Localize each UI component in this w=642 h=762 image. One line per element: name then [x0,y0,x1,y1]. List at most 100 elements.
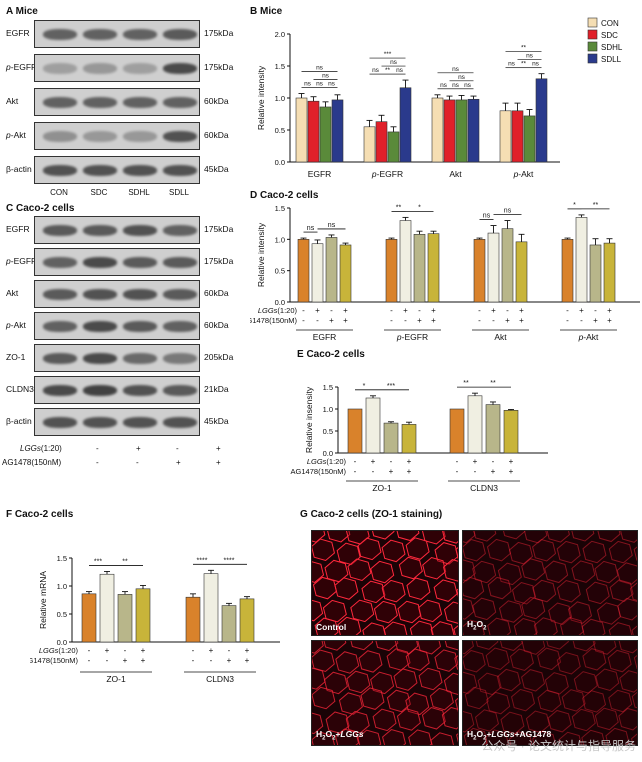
bar [135,588,151,643]
x-category-label: p-Akt [513,169,534,179]
legend-swatch [587,53,598,64]
cell-outline [585,581,610,605]
blot-strip [34,312,200,340]
cell-outline [463,576,485,600]
row1-sign: - [302,306,305,315]
bar [311,243,324,303]
blot-band [123,256,157,268]
row2-sign: - [106,656,109,665]
blot-strip [34,248,200,276]
row2-sign: - [316,316,319,325]
cell-outline [521,669,546,692]
bar [487,232,500,303]
cell-outline [375,641,399,652]
blot-label: p-Akt [6,320,26,330]
blot-mw: 60kDa [204,130,229,140]
blot-band [83,352,117,364]
cell-outline [345,710,370,734]
cell-outline [594,560,619,584]
blot-mw: 21kDa [204,384,229,394]
cell-outline [441,706,458,730]
blot-band [123,288,157,300]
bar [363,126,376,163]
blot-band [43,352,77,364]
cell-outline [486,538,511,562]
cell-outline [475,641,499,650]
micrograph-label: H2O2+LGGs [316,729,364,742]
row1-sign: + [403,306,408,315]
bar [81,593,97,643]
row2-sign: - [354,467,357,476]
cell-outline [595,668,620,692]
row1-sign: + [371,457,376,466]
row1-sign: + [473,457,478,466]
bar [331,99,344,163]
cell-outline [544,672,569,695]
cell-outline [560,616,585,635]
blot-band [43,384,77,396]
cell-outline [544,560,569,584]
bar [467,98,480,163]
row2-sign: - [580,316,583,325]
cell-outline [418,667,443,691]
blot-mw: 175kDa [204,256,234,266]
bar [347,408,363,454]
row2-label: AG1478(150nM) [30,656,78,665]
blot-band [83,224,117,236]
cell-outline [396,708,421,731]
cell-outline [502,531,526,540]
cell-outline [620,531,637,543]
row1-sign: - [566,306,569,315]
cell-outline [618,707,637,731]
cell-outline [463,531,476,544]
row2-sign: + [593,316,598,325]
sig-label: ns [396,67,404,74]
cell-outline [323,641,347,651]
cell-outline [523,531,548,544]
sig-label: ns [316,81,324,88]
cell-outline [629,582,637,601]
blot-band [83,256,117,268]
blot-band [43,130,77,142]
micrograph-label: H2O2 [467,619,487,632]
y-tick-label: 1.5 [275,204,285,213]
legend-label: SDLL [601,55,622,64]
micrograph: H2O2+LGGs [311,640,459,746]
row1-sign: + [519,306,524,315]
cell-outline [556,579,581,603]
bar [499,110,512,163]
y-tick-label: 1.0 [323,405,333,414]
blot-band [83,164,117,176]
sig-label: ** [521,45,527,52]
cell-outline [617,597,637,621]
bar [575,217,588,303]
bar [603,242,616,303]
cell-outline [472,560,497,584]
bar [561,239,574,303]
row1-label: LGGs(1:20) [307,457,347,466]
panel-b-label: B Mice [250,6,283,17]
blot-band [163,28,197,40]
bar [375,121,388,163]
row1-sign: - [192,646,195,655]
cell-outline [596,602,621,625]
row1-sign: + [343,306,348,315]
cell-outline [561,689,586,712]
row2-sign: - [372,467,375,476]
cell-outline [571,708,596,732]
blot-band [43,62,77,74]
blot-strip [34,54,200,82]
sig-label: * [418,204,421,211]
bar [589,244,602,303]
row2-sign: + [519,316,524,325]
row2-sign: + [176,458,181,467]
blot-band [123,130,157,142]
row1-label: LGGs(1:20) [20,444,62,453]
cell-outline [464,686,489,710]
cell-outline [597,531,621,543]
sig-label: ns [304,81,312,88]
cell-outline [422,556,447,580]
row2-sign: + [505,316,510,325]
sig-label: ns [504,208,512,215]
row1-sign: - [492,457,495,466]
